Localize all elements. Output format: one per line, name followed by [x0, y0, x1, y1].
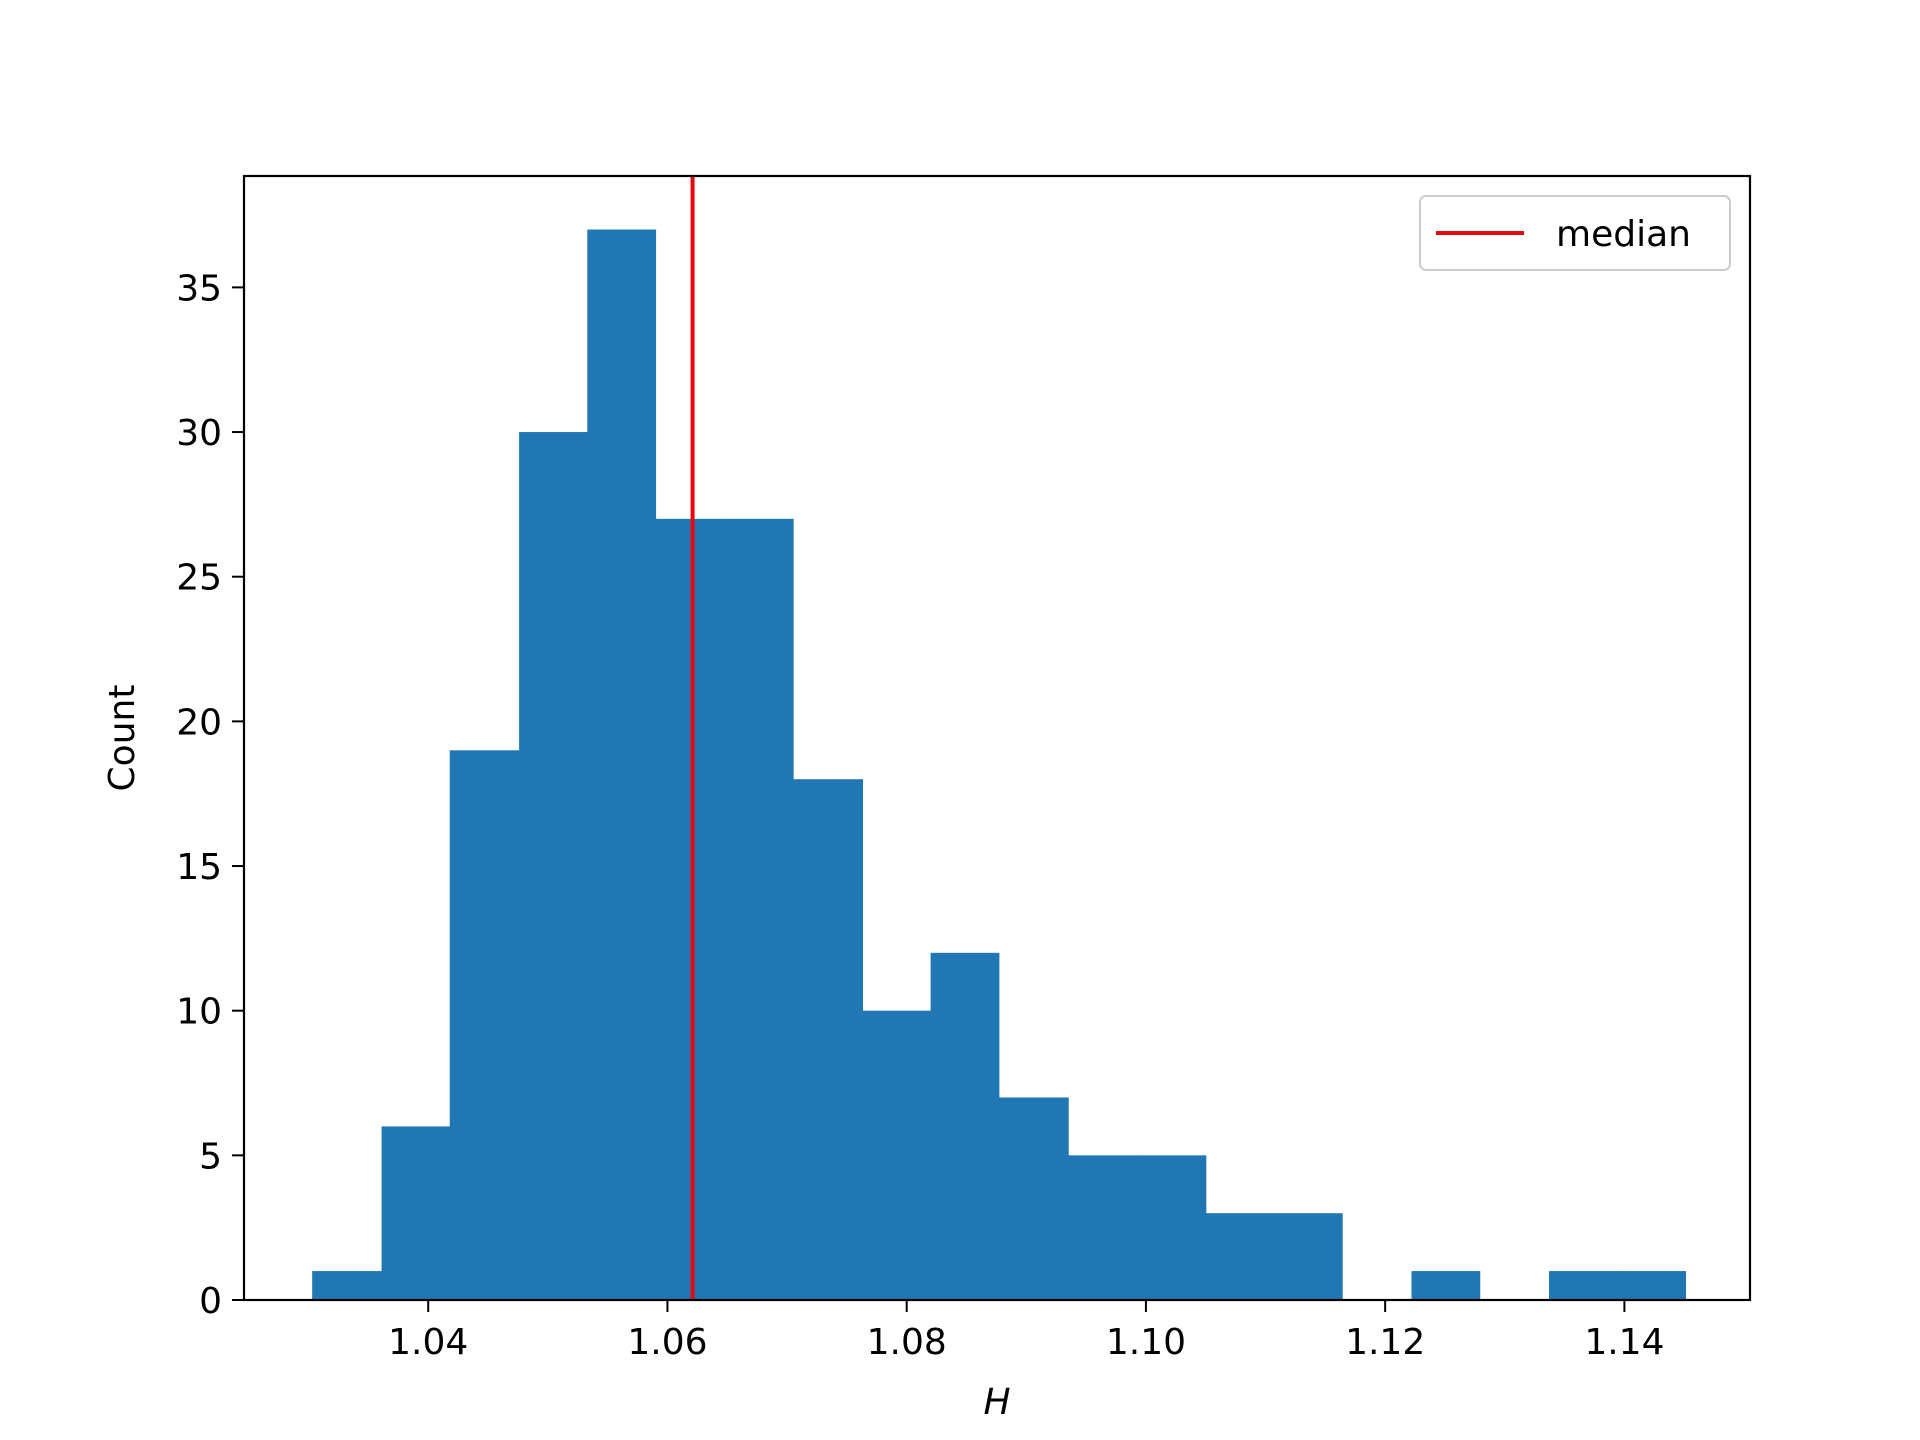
histogram-bar-16	[1411, 1271, 1481, 1300]
x-tick-label: 1.10	[1106, 1322, 1186, 1363]
histogram-bar-2	[449, 750, 520, 1300]
x-tick-label: 1.04	[388, 1322, 468, 1363]
y-tick-label: 20	[176, 702, 222, 743]
x-axis-label: H	[983, 1382, 1010, 1423]
legend-box	[1419, 195, 1731, 271]
legend-median-label: median	[1556, 214, 1691, 255]
x-axis: 1.04 1.06 1.08 1.10 1.12 1.14	[388, 1300, 1664, 1363]
y-axis: 0 5 10 15 20 25 30 35	[176, 268, 244, 1322]
y-axis-label: Count	[102, 685, 143, 792]
histogram-bar-11	[1068, 1155, 1137, 1300]
histogram-bar-10	[998, 1097, 1069, 1300]
histogram-bar-1	[381, 1126, 451, 1300]
histogram-bar-0	[312, 1271, 383, 1300]
histogram-bars	[312, 229, 1687, 1300]
x-tick-label: 1.08	[867, 1322, 947, 1363]
plot-area-frame	[242, 174, 1752, 1302]
y-tick-label: 5	[199, 1136, 222, 1177]
y-tick-label: 0	[199, 1281, 222, 1322]
histogram-bar-12	[1136, 1155, 1207, 1300]
legend: median	[1419, 195, 1731, 271]
y-tick-label: 25	[176, 558, 222, 599]
y-tick-label: 10	[176, 992, 222, 1033]
histogram-bar-14	[1273, 1213, 1343, 1300]
histogram-bar-13	[1205, 1213, 1275, 1300]
y-tick-label: 30	[176, 413, 222, 454]
y-tick-label: 35	[176, 268, 222, 309]
y-tick-label: 15	[176, 847, 222, 888]
histogram-bar-9	[930, 952, 1000, 1300]
x-tick-label: 1.14	[1584, 1322, 1664, 1363]
histogram-bar-3	[519, 432, 588, 1300]
histogram-bar-18	[1549, 1271, 1618, 1300]
histogram-bar-7	[793, 779, 864, 1300]
histogram-bar-19	[1617, 1271, 1687, 1300]
histogram-bar-8	[862, 1010, 932, 1300]
histogram-bar-4	[587, 229, 657, 1300]
x-tick-label: 1.12	[1345, 1322, 1425, 1363]
x-tick-label: 1.06	[627, 1322, 707, 1363]
histogram-bar-5	[655, 518, 726, 1300]
histogram-bar-6	[724, 518, 794, 1300]
